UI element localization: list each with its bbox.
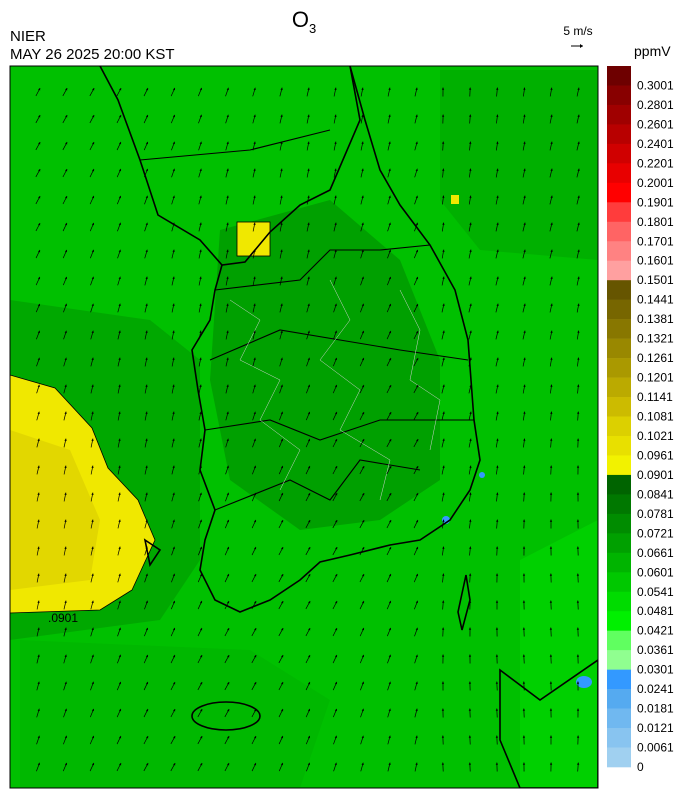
colorbar-label: 0.1601 (637, 254, 674, 268)
colorbar-swatch (607, 183, 631, 203)
high-ozone-area (451, 195, 459, 204)
colorbar-swatch (607, 494, 631, 514)
colorbar-label: 0.1801 (637, 215, 674, 229)
colorbar-swatch (607, 222, 631, 242)
colorbar-label: 0.1501 (637, 273, 674, 287)
colorbar-swatch (607, 261, 631, 281)
colorbar-label: 0.0421 (637, 624, 674, 638)
colorbar-label: 0.0181 (637, 702, 674, 716)
colorbar-swatch (607, 455, 631, 475)
colorbar-label: 0.0061 (637, 741, 674, 755)
colorbar-swatch (607, 241, 631, 261)
colorbar-label: 0.1321 (637, 332, 674, 346)
timestamp: MAY 26 2025 20:00 KST (10, 46, 175, 63)
colorbar-label: 0.2001 (637, 176, 674, 190)
colorbar-label: 0.1441 (637, 293, 674, 307)
colorbar-swatch (607, 105, 631, 125)
colorbar-swatch (607, 300, 631, 320)
agency: NIER (10, 28, 46, 45)
colorbar-label: 0.0961 (637, 448, 674, 462)
colorbar-label: 0.2401 (637, 137, 674, 151)
colorbar-swatch (607, 339, 631, 359)
colorbar-swatch (607, 650, 631, 670)
colorbar-label: 0 (637, 760, 644, 774)
colorbar-label: 0.0481 (637, 604, 674, 618)
title-main: O (292, 7, 309, 32)
colorbar-swatch (607, 631, 631, 651)
colorbar-swatch (607, 163, 631, 183)
colorbar-swatch (607, 85, 631, 105)
colorbar-label: 0.0901 (637, 468, 674, 482)
colorbar-swatch (607, 436, 631, 456)
colorbar-swatch (607, 66, 631, 86)
colorbar-swatch (607, 670, 631, 690)
colorbar-swatch (607, 202, 631, 222)
wind-scale-arrowhead (580, 44, 583, 48)
colorbar-swatch (607, 611, 631, 631)
colorbar-label: 0.0241 (637, 682, 674, 696)
colorbar-swatch (607, 748, 631, 768)
colorbar-swatch (607, 144, 631, 164)
colorbar-label: 0.1081 (637, 410, 674, 424)
colorbar-label: 0.0541 (637, 585, 674, 599)
colorbar-label: 0.1381 (637, 312, 674, 326)
colorbar-label: 0.2801 (637, 98, 674, 112)
colorbar-swatch (607, 514, 631, 534)
colorbar-unit: ppmV (634, 43, 671, 59)
colorbar-label: 0.0781 (637, 507, 674, 521)
colorbar-swatch (607, 572, 631, 592)
colorbar-swatch (607, 592, 631, 612)
colorbar-label: 0.1261 (637, 351, 674, 365)
colorbar-swatch (607, 124, 631, 144)
colorbar-label: 0.0601 (637, 565, 674, 579)
colorbar-label: 0.2601 (637, 117, 674, 131)
colorbar-label: 0.0361 (637, 643, 674, 657)
colorbar-label: 0.0301 (637, 663, 674, 677)
title-subscript: 3 (309, 21, 316, 36)
colorbar-swatch (607, 728, 631, 748)
wind-scale-label: 5 m/s (563, 24, 592, 38)
map: .0901 (10, 66, 598, 788)
contour-label: .0901 (48, 611, 78, 625)
title: O3 (292, 7, 316, 36)
shade-area (520, 520, 598, 788)
colorbar-swatch (607, 553, 631, 573)
colorbar-swatch (607, 378, 631, 398)
colorbar-label: 0.1021 (637, 429, 674, 443)
colorbar-swatch (607, 533, 631, 553)
colorbar-label: 0.1701 (637, 234, 674, 248)
colorbar-label: 0.1201 (637, 371, 674, 385)
colorbar-swatch (607, 709, 631, 729)
colorbar-label: 0.1901 (637, 195, 674, 209)
colorbar-swatch (607, 689, 631, 709)
colorbar-label: 0.0121 (637, 721, 674, 735)
colorbar-swatch (607, 417, 631, 437)
low-ozone-spot (479, 472, 485, 478)
colorbar-label: 0.2201 (637, 156, 674, 170)
colorbar-label: 0.0841 (637, 487, 674, 501)
colorbar: 0.3001 0.2801 0.2601 0.2401 0.2201 0.2001 0.19… (607, 66, 674, 774)
low-ozone-spot (576, 676, 592, 688)
colorbar-swatch (607, 280, 631, 300)
colorbar-label: 0.0661 (637, 546, 674, 560)
colorbar-label: 0.0721 (637, 526, 674, 540)
colorbar-swatch (607, 397, 631, 417)
colorbar-swatch (607, 475, 631, 495)
colorbar-label: 0.3001 (637, 78, 674, 92)
colorbar-swatch (607, 319, 631, 339)
colorbar-swatch (607, 358, 631, 378)
colorbar-label: 0.1141 (637, 390, 673, 404)
